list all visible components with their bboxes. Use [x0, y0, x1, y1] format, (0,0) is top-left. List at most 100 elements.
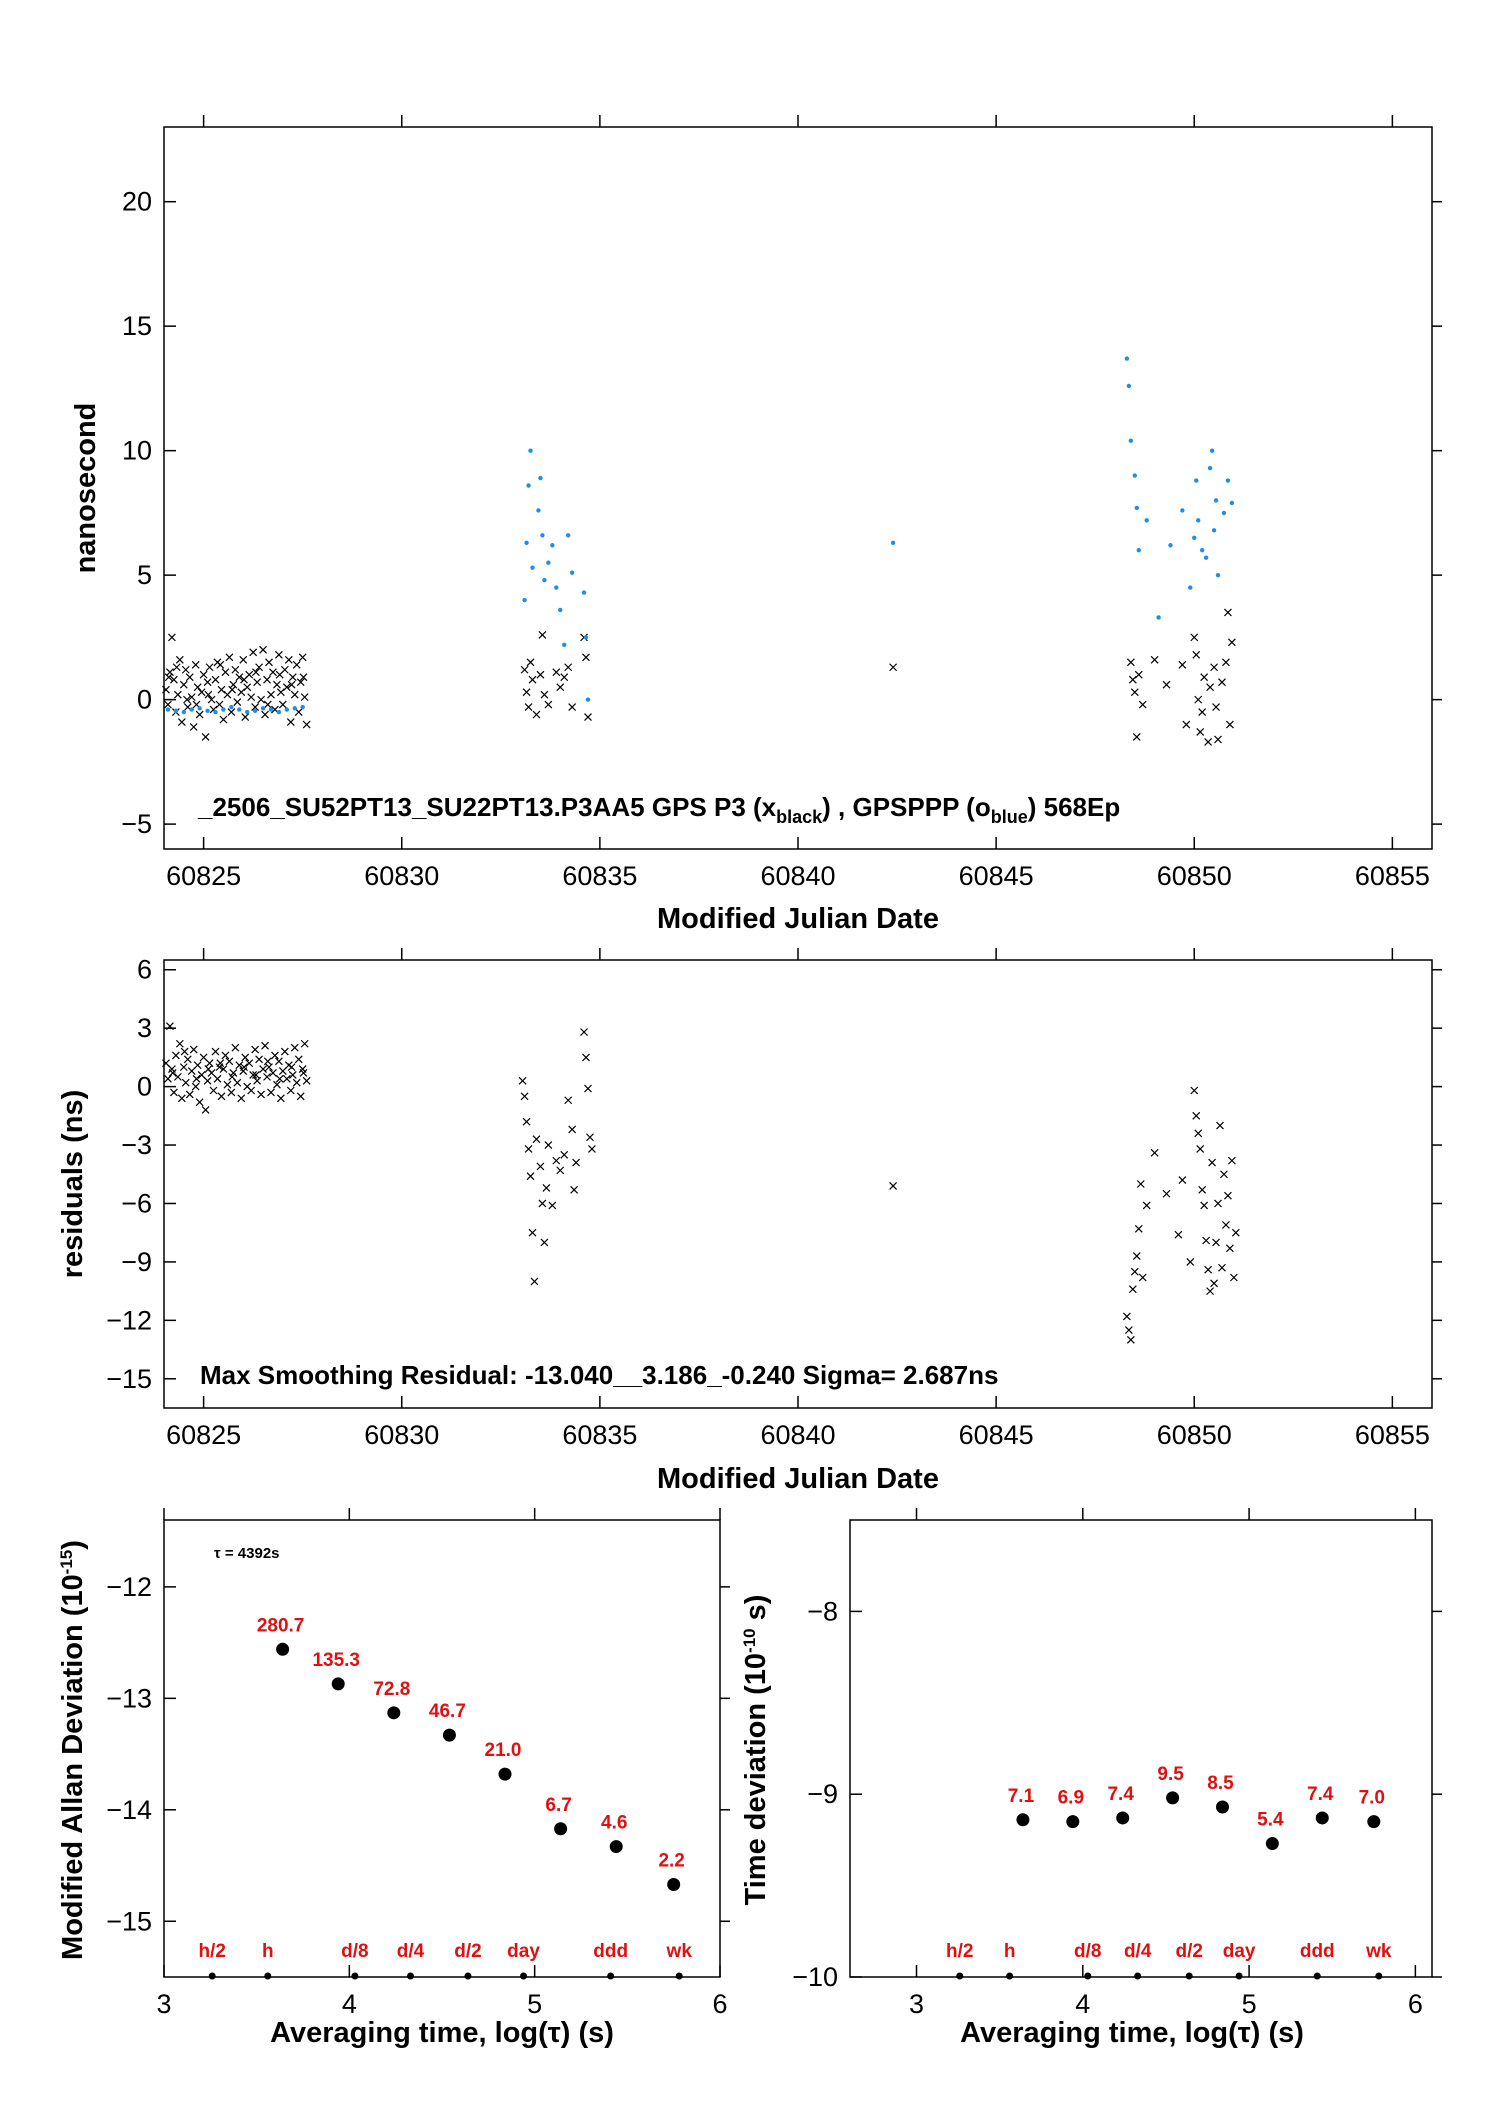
phase-plot-frame: [163, 126, 1433, 850]
x-point: [261, 1041, 269, 1050]
x-point: [1200, 673, 1209, 682]
blue-point: [554, 585, 559, 590]
blue-point: [1196, 518, 1201, 523]
deviation-point: [1166, 1791, 1180, 1805]
blue-point: [229, 704, 234, 710]
x-point: [1162, 1189, 1171, 1198]
x-point: [180, 1047, 189, 1056]
deviation-value-label: 46.7: [429, 1701, 466, 1722]
blue-point: [221, 707, 226, 712]
interval-marker: [208, 1972, 216, 1980]
y-tick-label: 3: [137, 1013, 152, 1043]
x-point: [1194, 695, 1203, 704]
x-point: [556, 1166, 565, 1175]
x-point: [564, 663, 573, 672]
tdev-points: 7.1 6.9 7.4 9.5 8.5 5.4 7.4 7.0: [1008, 1764, 1385, 1851]
x-tick-label: 60850: [1157, 1420, 1232, 1450]
mdev-x-axis-title: Averaging time, log(τ) (s): [270, 2017, 614, 2049]
interval-marker: [1185, 1972, 1193, 1980]
x-point: [524, 703, 533, 712]
x-point: [1150, 655, 1159, 664]
x-point: [263, 1072, 271, 1081]
blue-point: [1156, 615, 1161, 620]
deviation-point: [1215, 1800, 1229, 1814]
x-point: [288, 1070, 297, 1079]
x-point: [227, 708, 236, 716]
x-tick-label: 60845: [959, 861, 1034, 891]
x-point: [1134, 670, 1143, 679]
residuals-annotation: Max Smoothing Residual: -13.040__3.186_-…: [200, 1360, 998, 1390]
x-point: [219, 715, 228, 724]
x-point: [240, 675, 248, 684]
x-point: [1190, 633, 1199, 642]
x-point: [187, 693, 196, 702]
x-point: [205, 1059, 214, 1068]
x-tick-label: 5: [1242, 1989, 1257, 2019]
blue-point: [1207, 465, 1213, 471]
x-point: [239, 655, 248, 664]
blue-point: [1180, 508, 1185, 513]
x-tick-label: 60835: [562, 1420, 637, 1450]
blue-point: [205, 708, 210, 714]
phase-annotation: _2506_SU52PT13_SU22PT13.P3AA5 GPS P3 (xb…: [197, 792, 1120, 827]
interval-marker: [1375, 1972, 1383, 1980]
x-point: [524, 1145, 533, 1153]
x-point: [263, 1057, 272, 1066]
x-point: [241, 713, 250, 721]
x-point: [572, 1158, 581, 1167]
mdev-x-tick-labels: 3 4 5 6: [156, 1989, 727, 2019]
deviation-point: [1265, 1837, 1279, 1851]
deviation-point: [667, 1877, 681, 1891]
blue-point: [1168, 543, 1173, 548]
x-point: [1227, 1156, 1236, 1165]
x-point: [1214, 735, 1222, 744]
x-point: [221, 1051, 230, 1060]
x-point: [544, 1141, 553, 1149]
x-tick-label: 60840: [760, 861, 835, 891]
residuals-x-tick-labels: 60825 60830 60835 60840 60845 60850 60855: [166, 1420, 1430, 1450]
tdev-x-tick-labels: 3 4 5 6: [909, 1989, 1423, 2019]
x-point: [187, 1067, 196, 1075]
x-point: [173, 690, 182, 699]
x-point: [1212, 1238, 1220, 1247]
blue-point: [1188, 585, 1193, 590]
blue-point: [245, 709, 250, 715]
x-point: [1134, 1224, 1143, 1233]
deviation-value-label: 135.3: [312, 1650, 360, 1671]
x-point: [273, 1080, 281, 1089]
blue-point: [1134, 505, 1139, 511]
x-point: [265, 1063, 273, 1072]
deviation-value-label: 2.2: [658, 1850, 684, 1871]
x-point: [189, 723, 198, 731]
x-point: [1132, 733, 1141, 741]
x-point: [247, 693, 256, 702]
blue-point: [526, 483, 531, 488]
x-point: [223, 1080, 232, 1089]
x-point: [274, 650, 283, 659]
x-point: [177, 718, 186, 726]
x-point: [1186, 1257, 1195, 1266]
deviation-value-label: 7.4: [1307, 1784, 1334, 1805]
x-point: [1224, 608, 1232, 617]
blue-point: [189, 707, 194, 712]
x-point: [237, 688, 246, 697]
x-point: [1126, 1335, 1135, 1344]
x-point: [225, 653, 234, 662]
interval-marker-label: wk: [1365, 1941, 1392, 1962]
time-deviation-chart: 3 4 5 6 −8 −9 −10 7.1 6.9 7.4 9.5 8.5 5.4 7.4 7.0 h/…: [740, 1508, 1442, 2049]
tdev-y-axis-title: Time deviation (10-10 s): [740, 1595, 772, 1906]
interval-marker: [956, 1972, 964, 1980]
blue-point: [569, 570, 575, 575]
x-point: [286, 718, 295, 726]
deviation-value-label: 6.9: [1058, 1788, 1084, 1809]
x-point: [302, 1076, 311, 1085]
x-point: [249, 1070, 258, 1079]
x-point: [528, 1228, 537, 1237]
x-point: [582, 653, 590, 662]
x-point: [520, 1092, 529, 1101]
x-point: [275, 670, 284, 679]
interval-marker-label: d/2: [454, 1941, 481, 1962]
interval-marker-label: h/2: [198, 1941, 225, 1962]
x-point: [580, 1028, 588, 1036]
x-point: [189, 1045, 198, 1054]
